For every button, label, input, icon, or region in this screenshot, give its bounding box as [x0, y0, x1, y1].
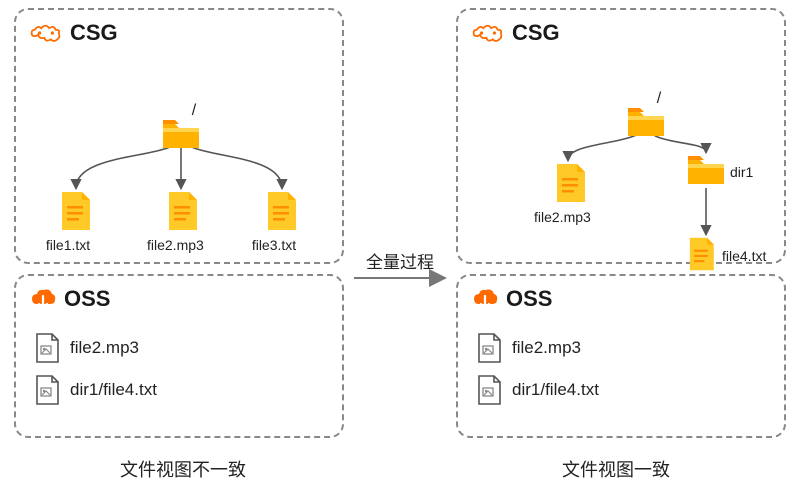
right-file4-node: file4.txt [686, 236, 716, 277]
right-dir1-node: dir1 [686, 154, 726, 191]
left-oss-panel: OSS file2.mp3 dir1/file4.txt [14, 274, 344, 438]
oss-item-label: dir1/file4.txt [512, 380, 599, 400]
document-icon [476, 374, 502, 406]
left-file-node: file2.mp3 [161, 190, 204, 253]
file-icon [553, 162, 587, 204]
left-file-label: file1.txt [44, 237, 92, 253]
right-oss-body: file2.mp3 dir1/file4.txt [458, 316, 784, 430]
document-icon [476, 332, 502, 364]
right-dir1-label: dir1 [730, 164, 753, 180]
left-caption: 文件视图不一致 [120, 456, 246, 482]
right-file4-label: file4.txt [722, 248, 766, 264]
left-file-node: file3.txt [264, 190, 298, 253]
right-root-folder: / [626, 90, 666, 143]
oss-item-label: file2.mp3 [512, 338, 581, 358]
file-icon [165, 190, 199, 232]
folder-icon [686, 154, 726, 186]
oss-icon [30, 286, 56, 312]
right-caption: 文件视图一致 [562, 456, 670, 482]
right-file2-node: file2.mp3 [550, 162, 591, 225]
right-csg-header: CSG [458, 10, 784, 50]
oss-item: file2.mp3 [476, 332, 766, 364]
file-icon [264, 190, 298, 232]
csg-icon [472, 21, 504, 45]
right-oss-panel: OSS file2.mp3 dir1/file4.txt [456, 274, 786, 438]
oss-item: dir1/file4.txt [476, 374, 766, 406]
right-file2-label: file2.mp3 [534, 209, 591, 225]
folder-icon [626, 106, 666, 138]
left-csg-header: CSG [16, 10, 342, 50]
file-icon [686, 236, 716, 272]
csg-icon [30, 21, 62, 45]
left-csg-tree: / file1.txt [16, 50, 342, 250]
left-oss-body: file2.mp3 dir1/file4.txt [16, 316, 342, 430]
right-csg-title: CSG [512, 20, 560, 46]
folder-icon [161, 118, 201, 150]
oss-item: file2.mp3 [34, 332, 324, 364]
oss-item: dir1/file4.txt [34, 374, 324, 406]
document-icon [34, 332, 60, 364]
file-icon [58, 190, 92, 232]
oss-item-label: dir1/file4.txt [70, 380, 157, 400]
right-tree-connectors [458, 50, 788, 270]
left-file-node: file1.txt [58, 190, 92, 253]
right-csg-tree: / file2.mp3 dir1 [458, 50, 784, 260]
left-csg-panel: CSG / [14, 8, 344, 264]
left-oss-title: OSS [64, 286, 110, 312]
right-csg-panel: CSG / [456, 8, 786, 264]
left-file-label: file3.txt [250, 237, 298, 253]
left-file-label: file2.mp3 [147, 237, 204, 253]
left-csg-title: CSG [70, 20, 118, 46]
document-icon [34, 374, 60, 406]
oss-icon [472, 286, 498, 312]
right-oss-title: OSS [506, 286, 552, 312]
left-oss-header: OSS [16, 276, 342, 316]
center-arrow [350, 268, 450, 288]
right-oss-header: OSS [458, 276, 784, 316]
oss-item-label: file2.mp3 [70, 338, 139, 358]
left-root-folder: / [161, 102, 201, 155]
